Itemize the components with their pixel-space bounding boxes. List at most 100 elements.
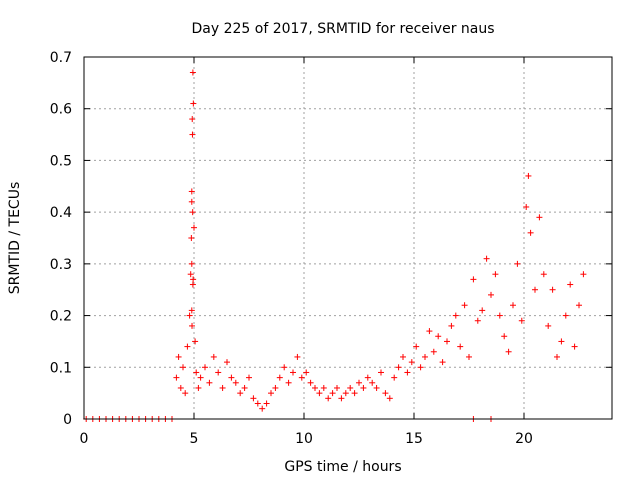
data-point	[395, 364, 402, 371]
data-point	[219, 384, 226, 391]
data-point	[540, 271, 547, 278]
x-tick-label: 0	[80, 431, 89, 447]
data-point	[373, 384, 380, 391]
data-point	[232, 379, 239, 386]
data-point	[378, 369, 384, 376]
data-point	[329, 390, 336, 397]
data-point	[202, 364, 208, 371]
data-point	[452, 312, 459, 319]
x-tick-label: 20	[515, 431, 533, 447]
data-point	[320, 384, 327, 391]
data-point	[422, 353, 428, 360]
data-point	[439, 359, 446, 366]
y-tick-label: 0.1	[50, 360, 72, 376]
data-point	[189, 69, 196, 76]
data-point	[369, 379, 376, 386]
data-point	[382, 390, 389, 397]
data-point	[496, 312, 503, 319]
data-point	[448, 322, 455, 329]
data-point	[514, 260, 521, 267]
data-point	[177, 384, 184, 391]
data-point	[435, 333, 442, 340]
x-tick-label: 15	[405, 431, 423, 447]
x-tick-label: 10	[295, 431, 313, 447]
data-point	[470, 276, 477, 283]
data-point	[413, 343, 420, 350]
data-point	[241, 384, 248, 391]
x-tick-label: 5	[190, 431, 199, 447]
data-point	[290, 369, 296, 376]
data-point	[210, 353, 217, 360]
data-point	[188, 188, 195, 195]
data-point	[182, 390, 189, 397]
data-point	[479, 307, 486, 314]
data-point	[527, 229, 534, 236]
data-point	[250, 395, 257, 402]
y-tick-label: 0.7	[50, 50, 72, 66]
data-point	[505, 348, 512, 355]
data-point	[364, 374, 371, 381]
data-point	[426, 328, 433, 335]
data-point	[351, 390, 358, 397]
data-point	[571, 343, 578, 350]
y-tick-label: 0.5	[50, 153, 72, 169]
data-point	[298, 374, 305, 381]
data-point	[215, 369, 222, 376]
data-point	[532, 286, 538, 293]
data-point	[195, 384, 202, 391]
data-point	[461, 302, 468, 309]
x-axis-label: GPS time / hours	[284, 459, 401, 475]
data-point	[228, 374, 235, 381]
data-point	[400, 353, 406, 360]
grid	[84, 57, 612, 419]
data-point	[391, 374, 398, 381]
data-point	[580, 271, 587, 278]
data-point	[536, 214, 543, 221]
y-axis-label: SRMTID / TECUs	[7, 182, 23, 295]
data-point	[545, 322, 552, 329]
data-point	[285, 379, 292, 386]
data-point	[554, 353, 560, 360]
y-tick-label: 0.4	[50, 205, 72, 221]
plot-frame	[83, 56, 613, 420]
data-point	[189, 322, 196, 329]
data-point	[187, 271, 194, 278]
data-point	[192, 338, 199, 345]
data-point	[189, 281, 196, 288]
data-point	[408, 359, 415, 366]
axis-ticks: 0 5 10 15 20 0 0.1 0.2 0.3 0.4 0.5 0.6 0.7	[50, 50, 612, 447]
data-point	[263, 400, 270, 407]
data-point	[276, 374, 283, 381]
data-point	[562, 312, 569, 319]
data-point	[417, 364, 424, 371]
data-point	[188, 198, 195, 205]
data-point	[259, 405, 266, 412]
chart-title: Day 225 of 2017, SRMTID for receiver nau…	[191, 21, 494, 37]
data-point	[338, 395, 345, 402]
data-point	[404, 369, 411, 376]
data-point	[430, 348, 437, 355]
data-point	[188, 307, 195, 314]
data-point	[190, 100, 197, 107]
y-tick-label: 0.6	[50, 102, 72, 118]
data-point	[492, 271, 499, 278]
data-point	[180, 364, 186, 371]
data-point	[474, 317, 481, 324]
data-point	[191, 224, 197, 231]
data-point	[189, 209, 196, 216]
data-point	[224, 359, 230, 366]
data-point	[281, 364, 288, 371]
data-point	[576, 302, 582, 309]
data-point	[483, 255, 490, 262]
data-point	[347, 384, 354, 391]
data-point	[175, 353, 182, 360]
data-point	[510, 302, 516, 309]
data-point	[523, 203, 530, 210]
data-point	[184, 343, 191, 350]
y-tick-label: 0	[63, 412, 72, 428]
data-point	[334, 384, 340, 391]
data-point	[254, 400, 261, 407]
data-point	[173, 374, 180, 381]
